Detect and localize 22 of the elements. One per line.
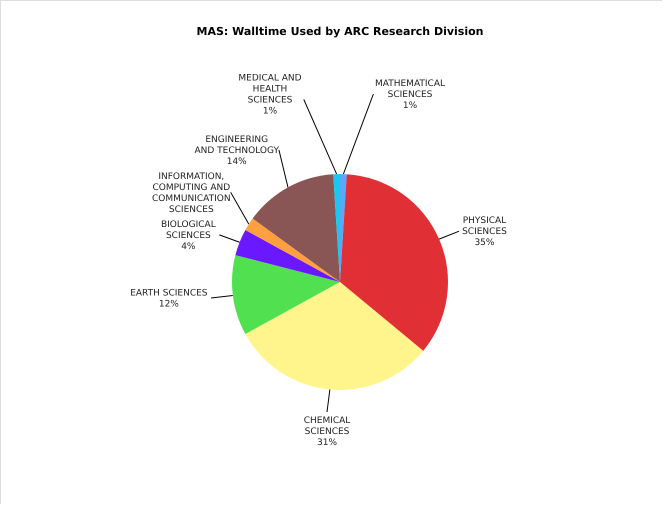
data-label: 1% [262,106,278,116]
pie-slice [235,230,340,282]
slice-label: BIOLOGICAL SCIENCES [160,220,216,241]
data-label: 35% [474,238,495,248]
slice-label: INFORMATION, COMPUTING AND COMMUNICATION SCIENCES [152,172,231,215]
pie-slice [232,255,340,334]
data-label: 14% [226,156,248,167]
slice-label: MATHEMATICAL SCIENCES [374,79,446,100]
pie-slice [245,282,424,390]
slice-label: ENGINEERING AND TECHNOLOGY [194,134,280,156]
pie-slice [245,218,340,282]
slice-label: PHYSICAL SCIENCES [462,216,508,238]
pie-slice [252,174,340,282]
chart-title: MAS: Walltime Used by ARC Research Division [196,25,484,38]
data-label: 1% [402,101,418,111]
data-label: 31% [317,438,338,448]
data-label: 4% [181,242,196,252]
slice-label: EARTH SCIENCES [130,288,208,299]
slice-label: MEDICAL AND HEALTH SCIENCES [238,74,302,106]
data-label: 12% [158,300,180,310]
pie-slice [340,174,448,351]
slice-label: CHEMICAL SCIENCES [304,416,350,437]
